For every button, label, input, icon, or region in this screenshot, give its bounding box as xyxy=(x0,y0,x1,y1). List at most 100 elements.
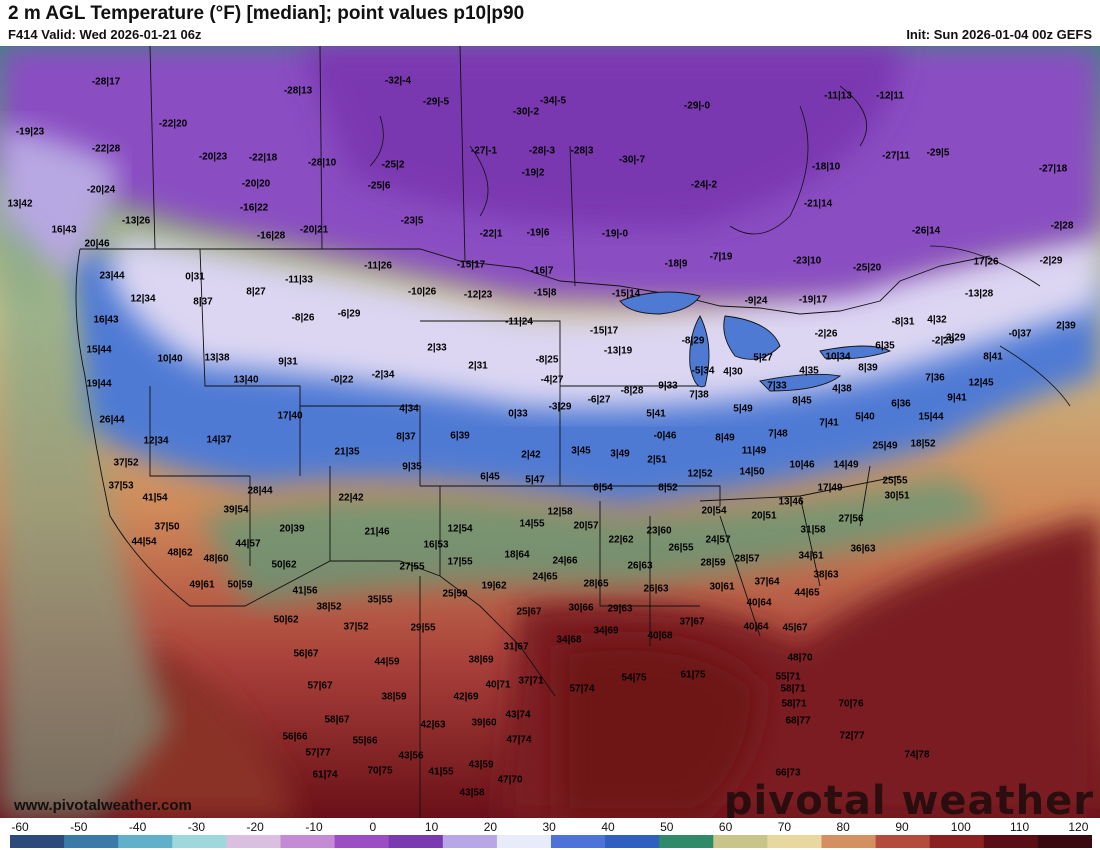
point-value: -8|31 xyxy=(891,316,915,328)
point-value: 8|37 xyxy=(193,296,213,308)
point-value: 13|46 xyxy=(778,496,804,508)
point-value: 48|60 xyxy=(203,553,229,565)
point-value: 24|66 xyxy=(552,555,578,567)
point-value: -18|10 xyxy=(811,161,841,173)
point-value: 4|30 xyxy=(723,366,743,378)
point-value: -13|19 xyxy=(603,345,633,357)
point-value: 8|45 xyxy=(792,395,812,407)
legend-color-swatch xyxy=(10,835,65,848)
point-value: 31|58 xyxy=(800,524,826,536)
point-value: 38|69 xyxy=(468,654,494,666)
point-value: 26|63 xyxy=(643,583,669,595)
point-value: 44|54 xyxy=(131,536,157,548)
point-value: 20|46 xyxy=(84,238,110,250)
point-value: 25|49 xyxy=(872,440,898,452)
temperature-map[interactable]: -28|17 -28|13 -32|-4 -29|-5 -34|-5 -30|-2 -29|… xyxy=(0,46,1100,818)
legend-tick-label: -50 xyxy=(70,820,88,834)
point-value: 18|64 xyxy=(504,549,530,561)
point-value: 2|33 xyxy=(427,342,447,354)
valid-time: F414 Valid: Wed 2026-01-21 06z xyxy=(8,27,202,42)
legend-color-swatch xyxy=(280,835,336,848)
point-value: 39|54 xyxy=(223,504,249,516)
point-value: 54|75 xyxy=(621,672,647,684)
point-value: 15|44 xyxy=(86,344,112,356)
legend-tick-label: -30 xyxy=(187,820,206,834)
point-value: 42|69 xyxy=(453,691,479,703)
point-value: 43|74 xyxy=(505,709,531,721)
point-value: 56|66 xyxy=(282,731,308,743)
point-value: 18|52 xyxy=(910,438,936,450)
point-value: 50|62 xyxy=(273,614,299,626)
legend-tick-label: 80 xyxy=(836,820,850,834)
point-value: -8|28 xyxy=(620,385,644,397)
point-value: 2|42 xyxy=(521,449,541,461)
point-value: -12|11 xyxy=(876,90,904,102)
point-value: -8|26 xyxy=(291,312,315,324)
point-value: 6|45 xyxy=(480,471,500,483)
point-value: 37|64 xyxy=(754,576,780,588)
legend-color-swatch xyxy=(767,835,823,848)
point-value: -19|2 xyxy=(521,167,545,179)
point-value: 37|52 xyxy=(113,457,139,469)
point-value: 12|34 xyxy=(143,435,169,447)
point-value: 74|78 xyxy=(904,749,930,761)
point-value: 28|59 xyxy=(700,557,726,569)
point-value: -9|24 xyxy=(744,295,768,307)
legend-tick-label: -60 xyxy=(11,820,29,834)
point-value: 42|63 xyxy=(420,719,446,731)
point-value: 10|34 xyxy=(825,351,851,363)
point-value: 19|44 xyxy=(86,378,112,390)
point-value: 31|67 xyxy=(503,641,529,653)
legend-color-swatch xyxy=(875,835,931,848)
point-value: -28|13 xyxy=(283,85,313,97)
point-value: 22|42 xyxy=(338,492,364,504)
map-title: 2 m AGL Temperature (°F) [median]; point… xyxy=(8,3,525,24)
point-value: -18|9 xyxy=(664,258,688,270)
point-value: 29|55 xyxy=(410,622,436,634)
point-value: 58|67 xyxy=(324,714,350,726)
point-value: 6|39 xyxy=(450,430,470,442)
point-value: -28|-3 xyxy=(528,145,556,157)
point-value: 40|64 xyxy=(743,621,769,633)
point-value: 29|63 xyxy=(607,603,633,615)
point-value: 16|53 xyxy=(423,539,449,551)
point-value: 36|63 xyxy=(850,543,876,555)
point-value: 48|70 xyxy=(787,652,813,664)
website-watermark: www.pivotalweather.com xyxy=(14,797,192,814)
point-value: -2|29 xyxy=(1039,255,1063,267)
point-value: 55|71 xyxy=(775,671,801,683)
legend-color-bar xyxy=(10,835,1092,848)
point-value: 38|63 xyxy=(813,569,839,581)
point-value: -5|34 xyxy=(691,365,715,377)
point-value: -15|17 xyxy=(456,259,486,271)
point-value: 45|67 xyxy=(782,622,808,634)
legend-tick-label: -20 xyxy=(246,820,264,834)
point-value: 4|32 xyxy=(927,314,947,326)
point-value: -12|23 xyxy=(463,289,493,301)
point-value: 34|68 xyxy=(556,634,582,646)
point-value: -13|26 xyxy=(121,215,151,227)
point-value: 70|75 xyxy=(367,765,393,777)
point-value: 47|70 xyxy=(497,774,523,786)
point-value: -30|-7 xyxy=(618,154,646,166)
point-value: 30|61 xyxy=(709,581,735,593)
point-value: -27|-1 xyxy=(470,145,498,157)
point-value: 38|52 xyxy=(316,601,342,613)
point-value: -2|28 xyxy=(1050,220,1074,232)
temperature-field xyxy=(0,46,1100,818)
legend-color-swatch xyxy=(713,835,768,848)
point-value: 26|63 xyxy=(627,560,653,572)
init-time: Init: Sun 2026-01-04 00z GEFS xyxy=(906,27,1092,42)
point-value: 23|44 xyxy=(99,270,125,282)
point-value: 17|26 xyxy=(973,256,999,268)
point-value: 12|54 xyxy=(447,523,473,535)
legend-color-swatch xyxy=(1037,835,1092,848)
point-value: 41|56 xyxy=(292,585,318,597)
color-legend: -60 -50 -40 -30 -20 -10 0 10 20 30 40 50 60 70 80 90 100… xyxy=(0,818,1100,850)
point-value: 5|49 xyxy=(733,403,753,415)
point-value: -22|20 xyxy=(158,118,188,130)
legend-color-swatch xyxy=(496,835,552,848)
point-value: 11|49 xyxy=(741,445,767,457)
point-value: 40|71 xyxy=(485,679,511,691)
point-value: -20|21 xyxy=(299,224,329,236)
